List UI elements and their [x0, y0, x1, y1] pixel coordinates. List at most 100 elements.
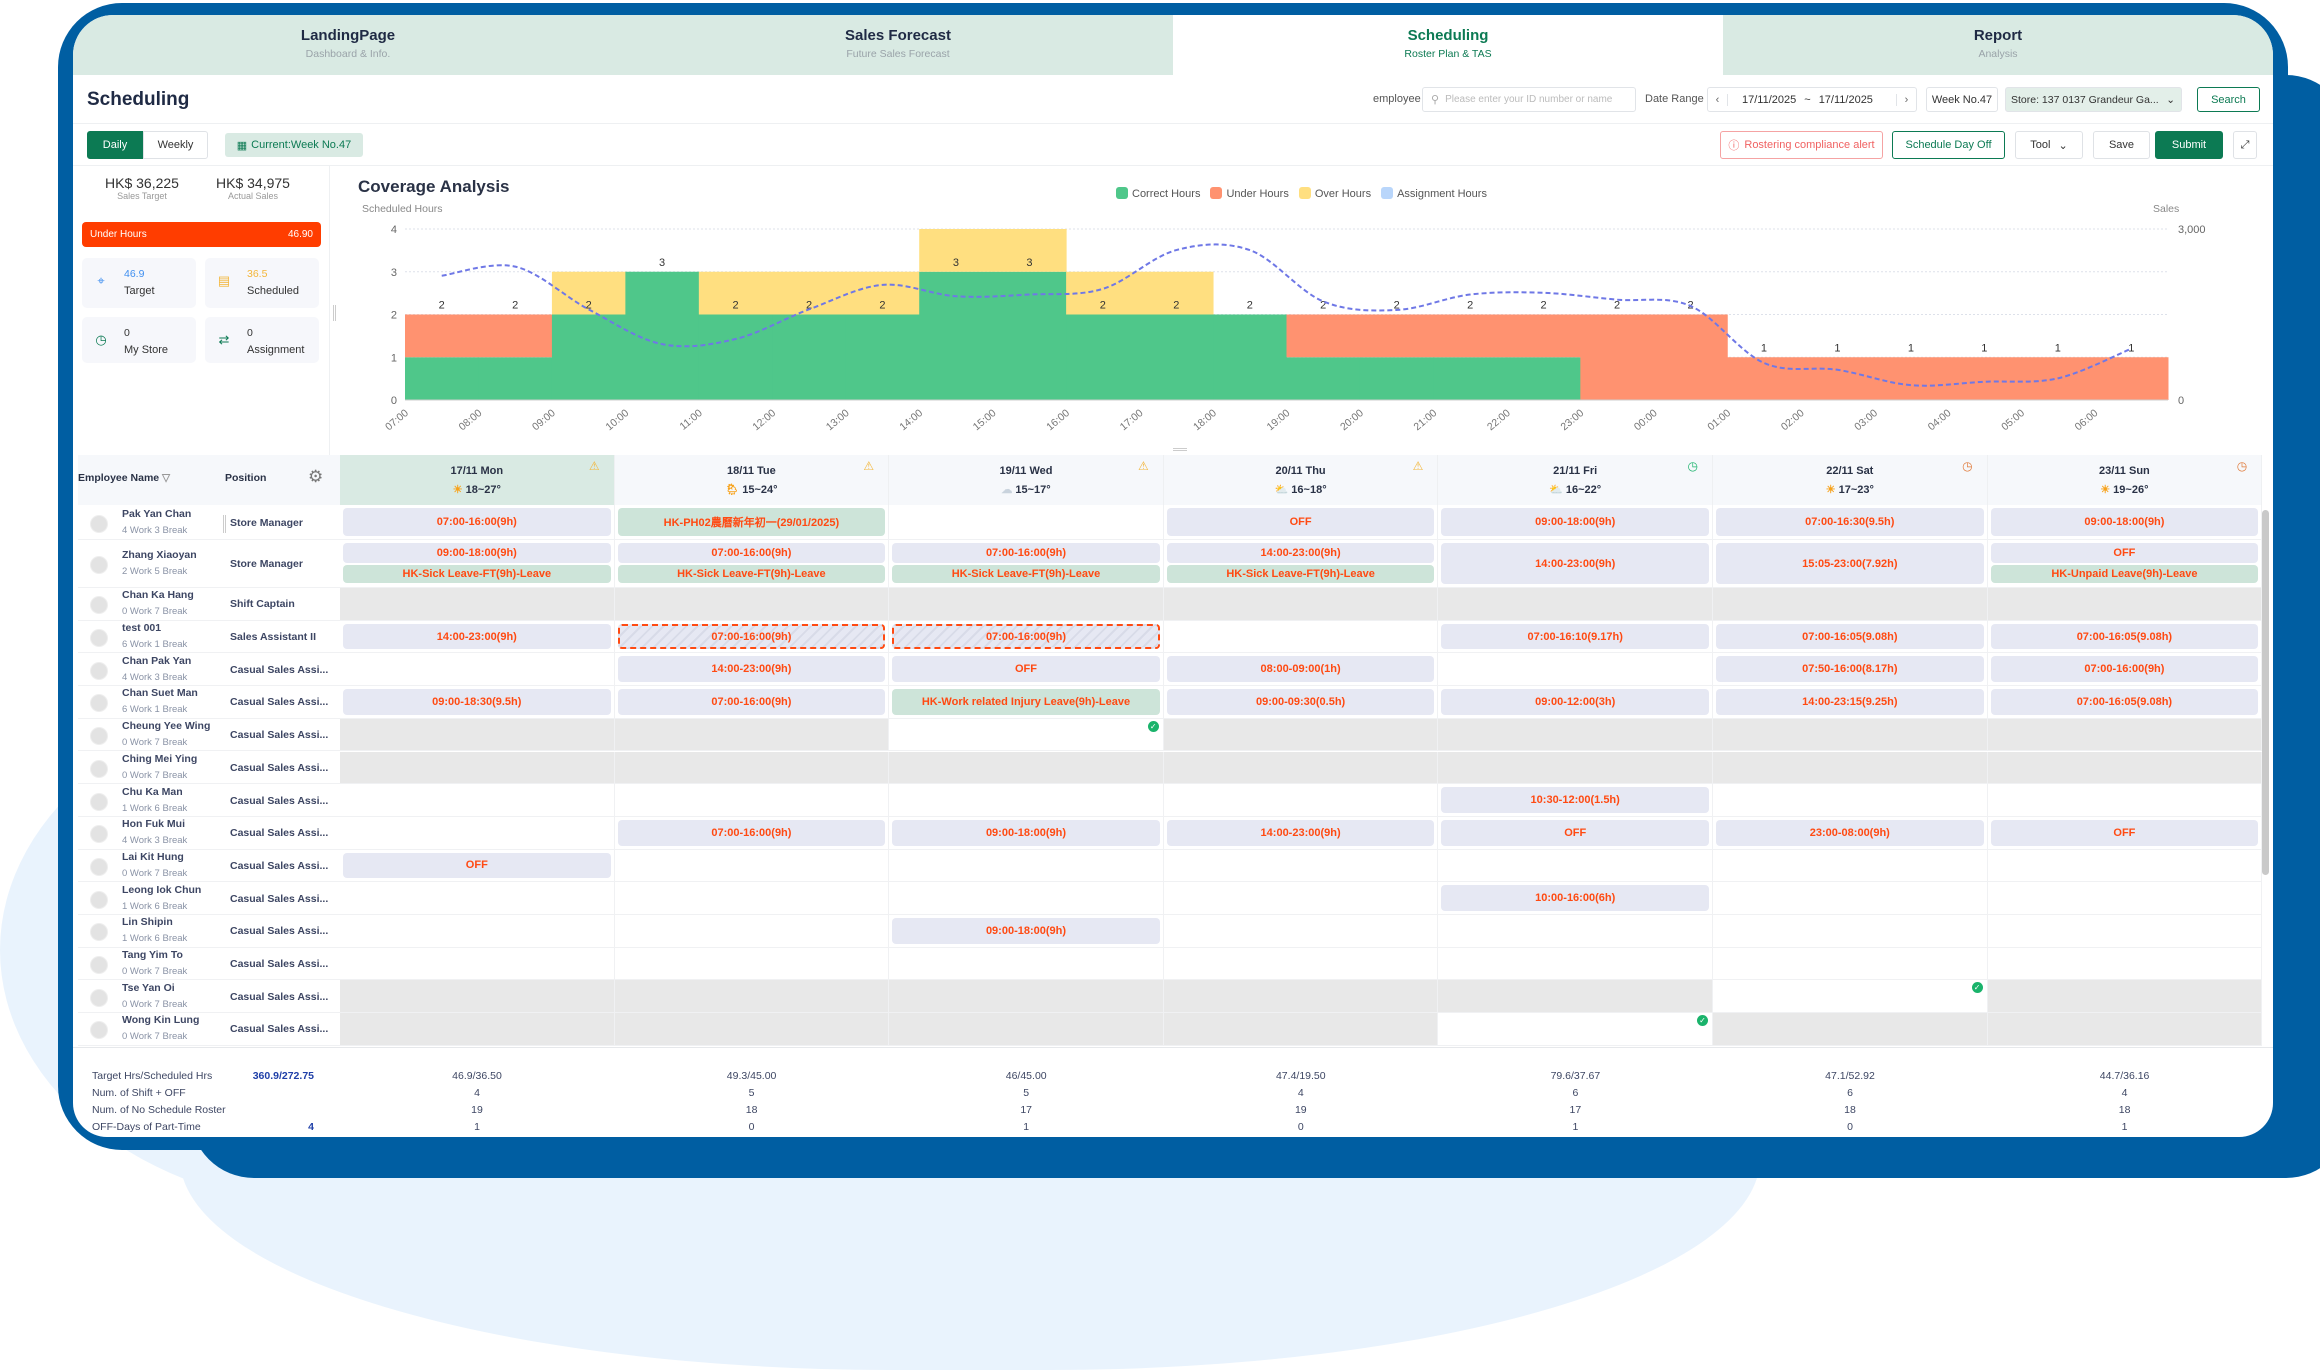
- roster-cell[interactable]: [340, 718, 615, 752]
- roster-cell[interactable]: [340, 816, 615, 850]
- clock-icon[interactable]: ◷: [1687, 459, 1698, 473]
- shift-chip[interactable]: 07:00-16:30(9.5h): [1716, 508, 1984, 536]
- roster-cell[interactable]: [889, 505, 1164, 540]
- roster-cell[interactable]: [614, 784, 890, 817]
- roster-cell[interactable]: [1987, 784, 2263, 817]
- shift-chip[interactable]: 23:00-08:00(9h): [1716, 819, 1984, 846]
- roster-cell[interactable]: [1438, 588, 1713, 621]
- roster-cell[interactable]: [1713, 915, 1988, 948]
- roster-cell[interactable]: OFF HK-Unpaid Leave(9h)-Leave: [1987, 540, 2263, 588]
- save-button[interactable]: Save: [2093, 131, 2150, 159]
- shift-chip[interactable]: 07:00-16:00(9h): [617, 819, 886, 846]
- roster-cell[interactable]: OFF: [889, 653, 1164, 687]
- tab-scheduling[interactable]: Scheduling Roster Plan & TAS: [1173, 15, 1723, 75]
- tab-landingpage[interactable]: LandingPage Dashboard & Info.: [73, 15, 623, 75]
- roster-cell[interactable]: [340, 588, 615, 621]
- day-header[interactable]: 17/11 Mon ☀ 18~27° ⚠: [340, 455, 615, 505]
- roster-cell[interactable]: [1987, 718, 2263, 752]
- leave-chip[interactable]: HK-PH02農曆新年初一(29/01/2025): [617, 508, 886, 536]
- roster-cell[interactable]: 09:00-18:00(9h): [889, 915, 1164, 948]
- roster-cell[interactable]: [1163, 588, 1439, 621]
- shift-chip[interactable]: 07:00-16:00(9h): [617, 689, 886, 715]
- roster-cell[interactable]: [614, 751, 890, 785]
- roster-cell[interactable]: [614, 849, 890, 883]
- week-number[interactable]: Week No.47: [1926, 87, 1998, 112]
- shift-chip[interactable]: 09:00-18:00(9h): [892, 918, 1160, 944]
- roster-cell[interactable]: [889, 751, 1164, 785]
- roster-cell[interactable]: [340, 1013, 615, 1046]
- clock-icon[interactable]: ◷: [1962, 459, 1973, 473]
- roster-cell[interactable]: [1163, 849, 1439, 883]
- clock-icon[interactable]: ◷: [2236, 459, 2248, 473]
- roster-cell[interactable]: 07:00-16:00(9h): [889, 620, 1164, 654]
- roster-cell[interactable]: [889, 980, 1164, 1014]
- roster-cell[interactable]: 14:00-23:00(9h): [340, 620, 615, 654]
- employee-row[interactable]: Chu Ka Man 1 Work 6 Break Casual Sales Ass…: [78, 784, 340, 817]
- leave-chip[interactable]: HK-Work related Injury Leave(9h)-Leave: [892, 689, 1160, 715]
- roster-cell[interactable]: 07:50-16:00(8.17h): [1713, 653, 1988, 687]
- shift-chip[interactable]: 09:00-18:00(9h): [1441, 508, 1709, 536]
- roster-cell[interactable]: 14:00-23:00(9h): [614, 653, 890, 687]
- roster-cell[interactable]: ✓: [1713, 980, 1988, 1014]
- day-header[interactable]: 22/11 Sat ☀ 17~23° ◷: [1713, 455, 1988, 505]
- settings-gear-icon[interactable]: ⚙: [308, 467, 324, 486]
- search-button[interactable]: Search: [2197, 87, 2260, 112]
- leave-chip[interactable]: HK-Unpaid Leave(9h)-Leave: [1990, 565, 2259, 583]
- roster-cell[interactable]: 09:00-09:30(0.5h): [1163, 686, 1439, 719]
- shift-chip[interactable]: 10:30-12:00(1.5h): [1441, 787, 1709, 813]
- roster-cell[interactable]: [1987, 915, 2263, 948]
- roster-cell[interactable]: 09:00-18:00(9h): [1438, 505, 1713, 540]
- roster-cell[interactable]: [1987, 588, 2263, 621]
- employee-row[interactable]: Wong Kin Lung 0 Work 7 Break Casual Sales …: [78, 1013, 340, 1046]
- submit-button[interactable]: Submit: [2155, 131, 2223, 159]
- warning-icon[interactable]: ⚠: [1412, 459, 1424, 473]
- roster-cell[interactable]: [1438, 915, 1713, 948]
- employee-row[interactable]: Chan Ka Hang 0 Work 7 Break Shift Captain: [78, 588, 340, 621]
- day-header[interactable]: 19/11 Wed ☁ 15~17° ⚠: [889, 455, 1164, 505]
- roster-cell[interactable]: 07:00-16:10(9.17h): [1438, 620, 1713, 654]
- roster-cell[interactable]: 07:00-16:00(9h) HK-Sick Leave-FT(9h)-Leav…: [889, 540, 1164, 588]
- day-header[interactable]: 21/11 Fri ⛅ 16~22° ◷: [1438, 455, 1713, 505]
- prev-date-button[interactable]: ‹: [1708, 93, 1728, 106]
- day-header[interactable]: 20/11 Thu ⛅ 16~18° ⚠: [1163, 455, 1439, 505]
- roster-cell[interactable]: 07:00-16:00(9h): [340, 505, 615, 540]
- legend-item[interactable]: Under Hours: [1210, 187, 1289, 200]
- roster-cell[interactable]: [340, 915, 615, 948]
- roster-cell[interactable]: [614, 882, 890, 915]
- roster-cell[interactable]: 14:00-23:00(9h) HK-Sick Leave-FT(9h)-Leav…: [1163, 540, 1439, 588]
- employee-row[interactable]: Cheung Yee Wing 0 Work 7 Break Casual Sale…: [78, 719, 340, 752]
- roster-cell[interactable]: [889, 882, 1164, 915]
- roster-cell[interactable]: [340, 882, 615, 915]
- filter-icon[interactable]: ▽: [162, 472, 171, 484]
- employee-row[interactable]: Lin Shipin 1 Work 6 Break Casual Sales Ass…: [78, 915, 340, 948]
- roster-cell[interactable]: 14:00-23:00(9h): [1438, 540, 1713, 588]
- roster-cell[interactable]: [1163, 620, 1439, 654]
- roster-cell[interactable]: [614, 1013, 890, 1046]
- legend-item[interactable]: Over Hours: [1298, 187, 1371, 200]
- legend-item[interactable]: Correct Hours: [1116, 187, 1200, 200]
- date-range-picker[interactable]: ‹ 17/11/2025 ~ 17/11/2025 ›: [1707, 87, 1917, 112]
- shift-chip[interactable]: 07:00-16:05(9.08h): [1990, 623, 2259, 650]
- shift-chip[interactable]: 15:05-23:00(7.92h): [1716, 543, 1984, 584]
- roster-cell[interactable]: [340, 980, 615, 1014]
- warning-icon[interactable]: ⚠: [863, 459, 875, 473]
- roster-cell[interactable]: 15:05-23:00(7.92h): [1713, 540, 1988, 588]
- employee-row[interactable]: Chan Pak Yan 4 Work 3 Break Casual Sales A…: [78, 653, 340, 687]
- employee-row[interactable]: Tang Yim To 0 Work 7 Break Casual Sales As…: [78, 948, 340, 981]
- roster-cell[interactable]: [1438, 947, 1713, 981]
- shift-chip[interactable]: OFF: [1990, 819, 2259, 846]
- shift-chip[interactable]: OFF: [343, 852, 611, 879]
- roster-cell[interactable]: [889, 588, 1164, 621]
- roster-cell[interactable]: [1163, 980, 1439, 1014]
- roster-cell[interactable]: [340, 947, 615, 981]
- employee-row[interactable]: Hon Fuk Mui 4 Work 3 Break Casual Sales As…: [78, 817, 340, 850]
- shift-chip[interactable]: 10:00-16:00(6h): [1441, 885, 1709, 911]
- roster-cell[interactable]: [1987, 980, 2263, 1014]
- employee-row[interactable]: Chan Suet Man 6 Work 1 Break Casual Sales …: [78, 686, 340, 719]
- shift-chip[interactable]: 09:00-18:30(9.5h): [343, 689, 611, 715]
- roster-cell[interactable]: [1438, 980, 1713, 1014]
- shift-chip-pending[interactable]: 07:00-16:00(9h): [892, 623, 1160, 650]
- roster-cell[interactable]: [614, 980, 890, 1014]
- shift-chip[interactable]: 09:00-09:30(0.5h): [1166, 689, 1435, 715]
- roster-cell[interactable]: [1713, 784, 1988, 817]
